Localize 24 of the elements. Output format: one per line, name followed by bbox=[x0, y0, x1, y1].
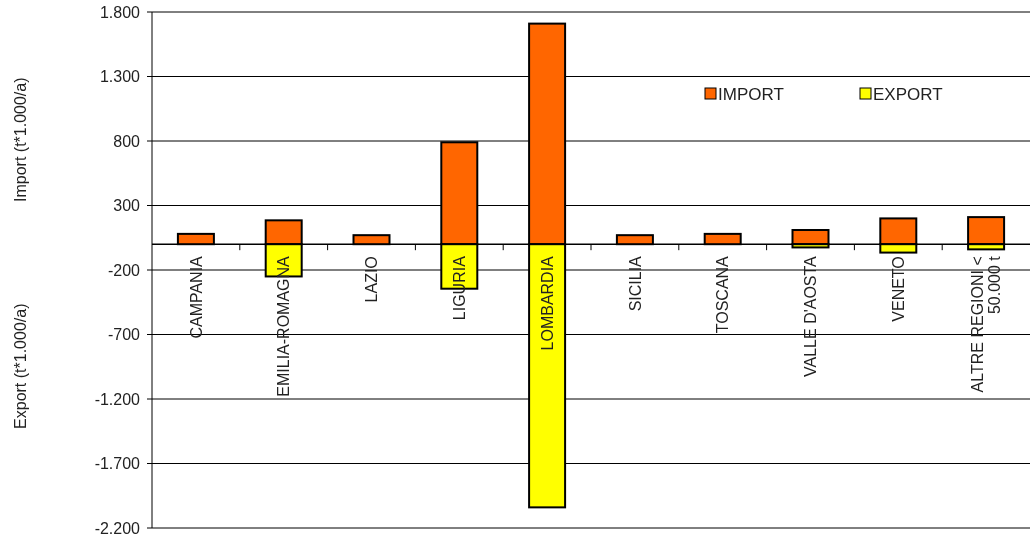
x-tick-label: VALLE D'AOSTA bbox=[802, 255, 820, 377]
y-tick-label: 1.800 bbox=[99, 3, 141, 21]
x-tick-label: VENETO bbox=[889, 256, 907, 322]
x-tick-label: EMILIA-ROMAGNA bbox=[275, 255, 293, 397]
bar bbox=[967, 216, 1006, 246]
legend-label: EXPORT bbox=[873, 84, 943, 104]
y-tick-label: -1.200 bbox=[94, 390, 141, 408]
y-tick-label: 300 bbox=[113, 197, 141, 215]
y-tick-label: -700 bbox=[107, 326, 141, 344]
x-tick-label: LIGURIA bbox=[450, 255, 468, 321]
y-tick-label: 1.300 bbox=[99, 68, 141, 86]
y-tick-label: -200 bbox=[107, 261, 141, 279]
x-tick-label: TOSCANA bbox=[714, 255, 732, 334]
y-axis-title: Import (t*1.000/a) bbox=[12, 77, 29, 202]
legend-label: IMPORT bbox=[718, 84, 784, 104]
x-tick-label: SICILIA bbox=[626, 255, 644, 312]
x-tick-label: CAMPANIA bbox=[187, 255, 205, 339]
y-tick-label: -1.700 bbox=[94, 455, 141, 473]
x-tick-label: LAZIO bbox=[363, 256, 381, 303]
y-tick-label: 800 bbox=[113, 132, 141, 150]
x-tick-label: ALTRE REGIONI < 50.000 t bbox=[968, 255, 1004, 393]
y-tick-label: -2.200 bbox=[94, 519, 141, 536]
x-tick-label: LOMBARDIA bbox=[538, 255, 556, 351]
text: Export (t*1.000/a) bbox=[12, 303, 29, 429]
